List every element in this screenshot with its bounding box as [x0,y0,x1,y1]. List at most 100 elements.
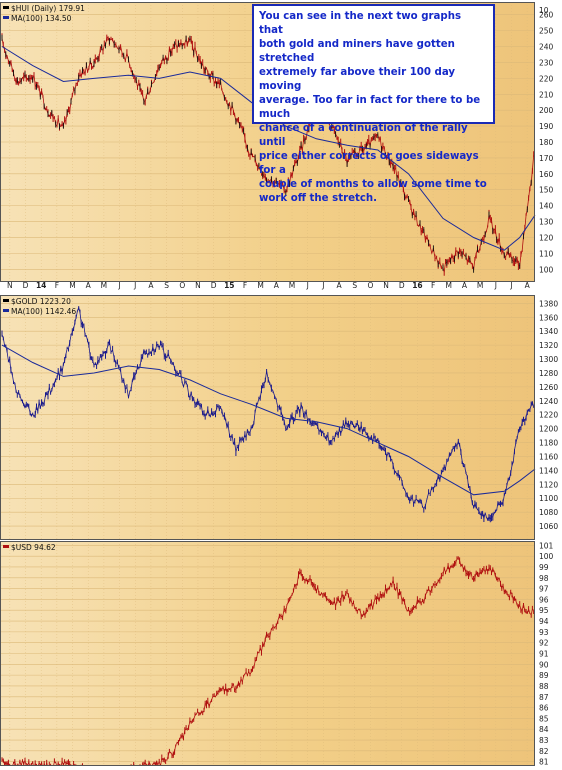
y-tick-label: 86 [539,704,549,713]
y-tick-label: 200 [539,106,554,115]
x-tick-label: A [86,281,92,290]
y-tick-label: 82 [539,747,549,756]
x-tick-label: M [446,281,452,290]
y-tick-label: 93 [539,628,549,637]
legend-swatch [3,545,9,548]
y-tick-label: 101 [539,541,554,550]
x-tick-label: J [494,281,497,290]
x-tick-label: S [164,281,169,290]
x-tick-label: N [7,281,13,290]
legend-label: MA(100) 1142.46 [11,307,76,316]
annotation-line: work off the stretch. [259,193,378,204]
y-tick-label: 1180 [539,439,558,448]
y-tick-label: 1140 [539,466,558,475]
x-tick-label: J [509,281,512,290]
y-tick-label: 260 [539,11,554,20]
legend-swatch [3,16,9,19]
annotation-line: You can see in the next two graphs that [259,11,462,36]
x-tick-label: J [306,281,309,290]
x-tick-label: O [367,281,373,290]
y-tick-label: 100 [539,552,554,561]
x-tick-label: D [399,281,405,290]
annotation-line: extremely far above their 100 day moving [259,67,456,92]
axis-label-area [535,2,562,282]
x-tick-label: 14 [36,281,46,290]
y-tick-label: 140 [539,202,554,211]
annotation-line: price either corrects or goes sideways f… [259,151,479,176]
x-tick-label: A [148,281,154,290]
y-tick-label: 83 [539,736,549,745]
y-tick-label: 98 [539,574,549,583]
y-tick-label: 84 [539,725,549,734]
y-tick-label: 87 [539,693,549,702]
y-tick-label: 180 [539,138,554,147]
x-tick-label: J [321,281,324,290]
annotation-line: couple of months to allow some time to [259,179,487,190]
y-tick-label: 99 [539,563,549,572]
y-tick-label: 1080 [539,508,558,517]
ma-line [1,344,536,496]
y-tick-label: 130 [539,218,554,227]
y-tick-label: 1120 [539,480,558,489]
y-tick-label: 120 [539,233,554,242]
y-tick-label: 1060 [539,522,558,531]
x-tick-label: A [336,281,342,290]
legend-swatch [3,309,9,312]
x-tick-label: 16 [412,281,422,290]
y-tick-label: 1300 [539,355,558,364]
x-tick-label: M [101,281,107,290]
panel-border [0,295,535,540]
axis-label-area [535,541,562,766]
y-tick-label: 220 [539,74,554,83]
y-tick-label: 95 [539,606,549,615]
x-tick-label: M [69,281,75,290]
y-tick-label: 81 [539,758,549,766]
y-tick-label: 91 [539,650,549,659]
y-tick-label: 85 [539,714,549,723]
y-tick-label: 92 [539,639,549,648]
y-tick-label: 88 [539,682,549,691]
y-tick-label: 160 [539,170,554,179]
axis-label-area [535,295,562,540]
legend-label: MA(100) 134.50 [11,14,72,23]
legend-label: $GOLD 1223.20 [11,297,71,306]
x-tick-label: A [462,281,468,290]
x-tick-label: N [195,281,201,290]
annotation-line: average. Too far in fact for there to be… [259,95,481,120]
y-tick-label: 240 [539,43,554,52]
x-tick-label: F [55,281,59,290]
x-tick-label: S [352,281,357,290]
legend-label: $HUI (Daily) 179.91 [11,4,85,13]
y-tick-label: 250 [539,27,554,36]
annotation-line: both gold and miners have gotten stretch… [259,39,455,64]
x-tick-label: F [243,281,247,290]
y-tick-label: 1380 [539,299,558,308]
y-tick-label: 1100 [539,494,558,503]
legend-swatch [3,6,9,9]
x-tick-label: A [525,281,531,290]
annotation-line: chance of a continuation of the rally un… [259,123,468,148]
x-tick-label: A [274,281,280,290]
y-tick-label: 1260 [539,383,558,392]
y-tick-label: 97 [539,585,549,594]
y-tick-label: 190 [539,122,554,131]
x-tick-label: M [477,281,483,290]
x-tick-label: J [133,281,136,290]
y-tick-label: 1340 [539,327,558,336]
y-tick-label: 1200 [539,425,558,434]
y-tick-label: 96 [539,595,549,604]
annotation-box: You can see in the next two graphs that … [252,4,495,204]
y-tick-label: 1360 [539,313,558,322]
y-tick-label: 1220 [539,411,558,420]
x-tick-label: O [179,281,185,290]
legend-label: $USD 94.62 [11,543,56,552]
y-tick-label: 110 [539,249,554,258]
y-tick-label: 210 [539,90,554,99]
y-tick-label: 89 [539,671,549,680]
y-tick-label: 150 [539,186,554,195]
y-tick-label: 1280 [539,369,558,378]
y-tick-label: 170 [539,154,554,163]
x-tick-label: J [117,281,120,290]
x-tick-label: D [23,281,29,290]
x-tick-label: M [257,281,263,290]
